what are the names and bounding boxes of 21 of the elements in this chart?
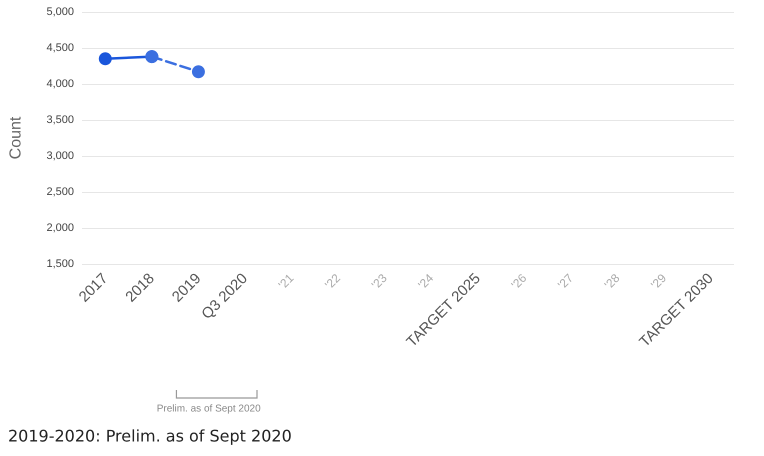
y-tick-label: 2,500 — [46, 186, 74, 198]
y-axis-title: Count — [8, 116, 24, 160]
x-tick-label: '27 — [555, 270, 576, 292]
y-tick-label: 3,500 — [46, 114, 74, 126]
y-tick-label: 3,000 — [46, 150, 74, 162]
y-tick-label: 1,500 — [46, 258, 74, 270]
x-tick-label: '29 — [648, 270, 670, 292]
x-tick-label: '28 — [602, 270, 623, 292]
x-tick-label: '24 — [415, 270, 436, 292]
y-tick-label: 4,500 — [46, 42, 74, 54]
x-tick-label: '21 — [276, 270, 297, 292]
point — [98, 52, 112, 66]
y-tick-label: 4,000 — [46, 78, 74, 90]
text: Prelim. as of Sept 2020 — [156, 404, 262, 414]
y-tick-label: 5,000 — [46, 6, 74, 18]
x-tick-label: '22 — [322, 270, 344, 292]
x-tick-label: '26 — [508, 270, 530, 292]
y-tick-label: 2,000 — [46, 222, 74, 234]
x-tick-label: '23 — [368, 270, 390, 292]
point — [192, 65, 205, 78]
text: 2019-2020: Prelim. as of Sept 2020 — [8, 426, 292, 446]
